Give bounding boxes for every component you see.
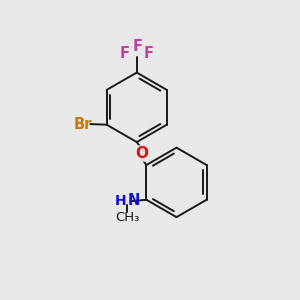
Text: Br: Br [74, 117, 92, 132]
Text: F: F [143, 46, 154, 61]
Text: O: O [135, 146, 148, 161]
Text: F: F [132, 39, 142, 54]
Text: F: F [120, 46, 130, 61]
Text: CH₃: CH₃ [115, 211, 140, 224]
Text: H: H [115, 194, 126, 208]
Text: N: N [127, 194, 140, 208]
